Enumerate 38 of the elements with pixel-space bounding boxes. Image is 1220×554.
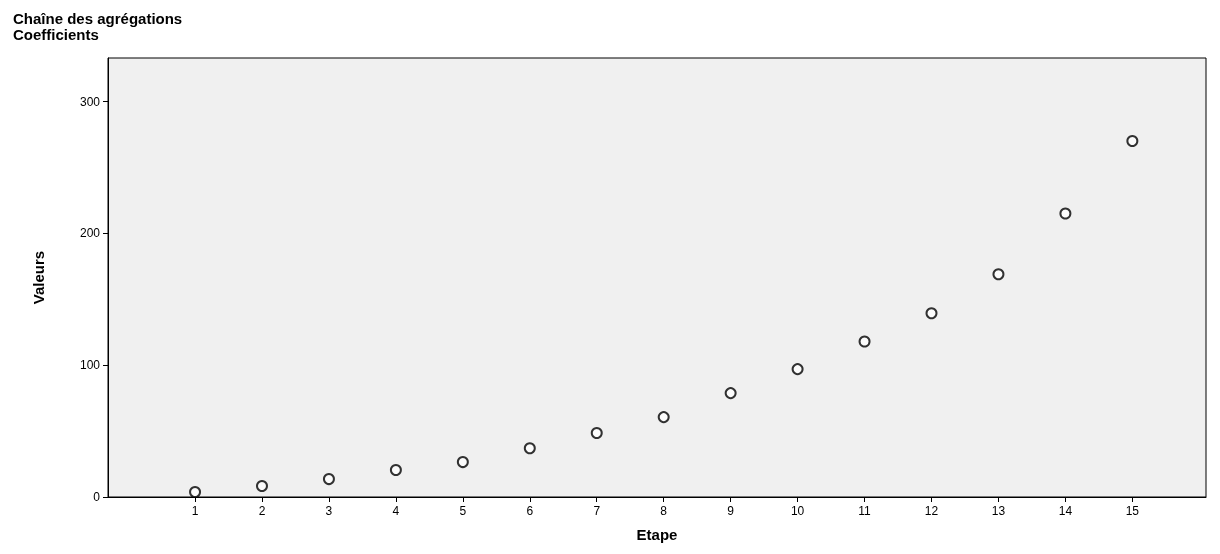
x-tick-label: 7 (593, 504, 601, 518)
x-tick-label: 5 (459, 504, 467, 518)
x-tick-label: 6 (526, 504, 534, 518)
x-tick-label: 12 (924, 504, 939, 518)
point (523, 442, 536, 455)
x-tick-label: 15 (1125, 504, 1140, 518)
point (456, 456, 469, 469)
y-tick-label: 300 (79, 94, 101, 109)
point (791, 363, 804, 376)
point (389, 463, 402, 476)
y-tick-label: 200 (79, 226, 101, 241)
point (992, 268, 1005, 281)
x-tick-label: 13 (991, 504, 1006, 518)
x-tick-label: 10 (790, 504, 805, 518)
y-axis-title: Valeurs (30, 250, 47, 305)
x-tick-label: 3 (325, 504, 333, 518)
point (256, 480, 268, 493)
x-axis-title: Etape (636, 526, 678, 543)
point (724, 387, 737, 400)
x-tick-label: 14 (1058, 504, 1073, 518)
point (322, 473, 335, 486)
x-tick-label: 4 (392, 504, 400, 518)
point (858, 335, 871, 348)
point (590, 427, 603, 440)
y-tick-label: 0 (93, 490, 101, 504)
point (657, 411, 670, 424)
y-tick-label: 100 (79, 358, 101, 373)
point (189, 485, 202, 498)
chart-subtitle: Coefficients (13, 26, 99, 43)
x-tick-label: 2 (258, 504, 266, 518)
x-tick-label: 8 (660, 504, 668, 518)
x-tick-label: 11 (858, 504, 872, 518)
point (1059, 207, 1072, 220)
x-tick-label: 9 (727, 504, 735, 518)
chart-title: Chaîne des agrégations (13, 10, 183, 27)
point (1126, 135, 1139, 148)
x-tick-label: 1 (191, 504, 199, 518)
point (925, 307, 938, 320)
